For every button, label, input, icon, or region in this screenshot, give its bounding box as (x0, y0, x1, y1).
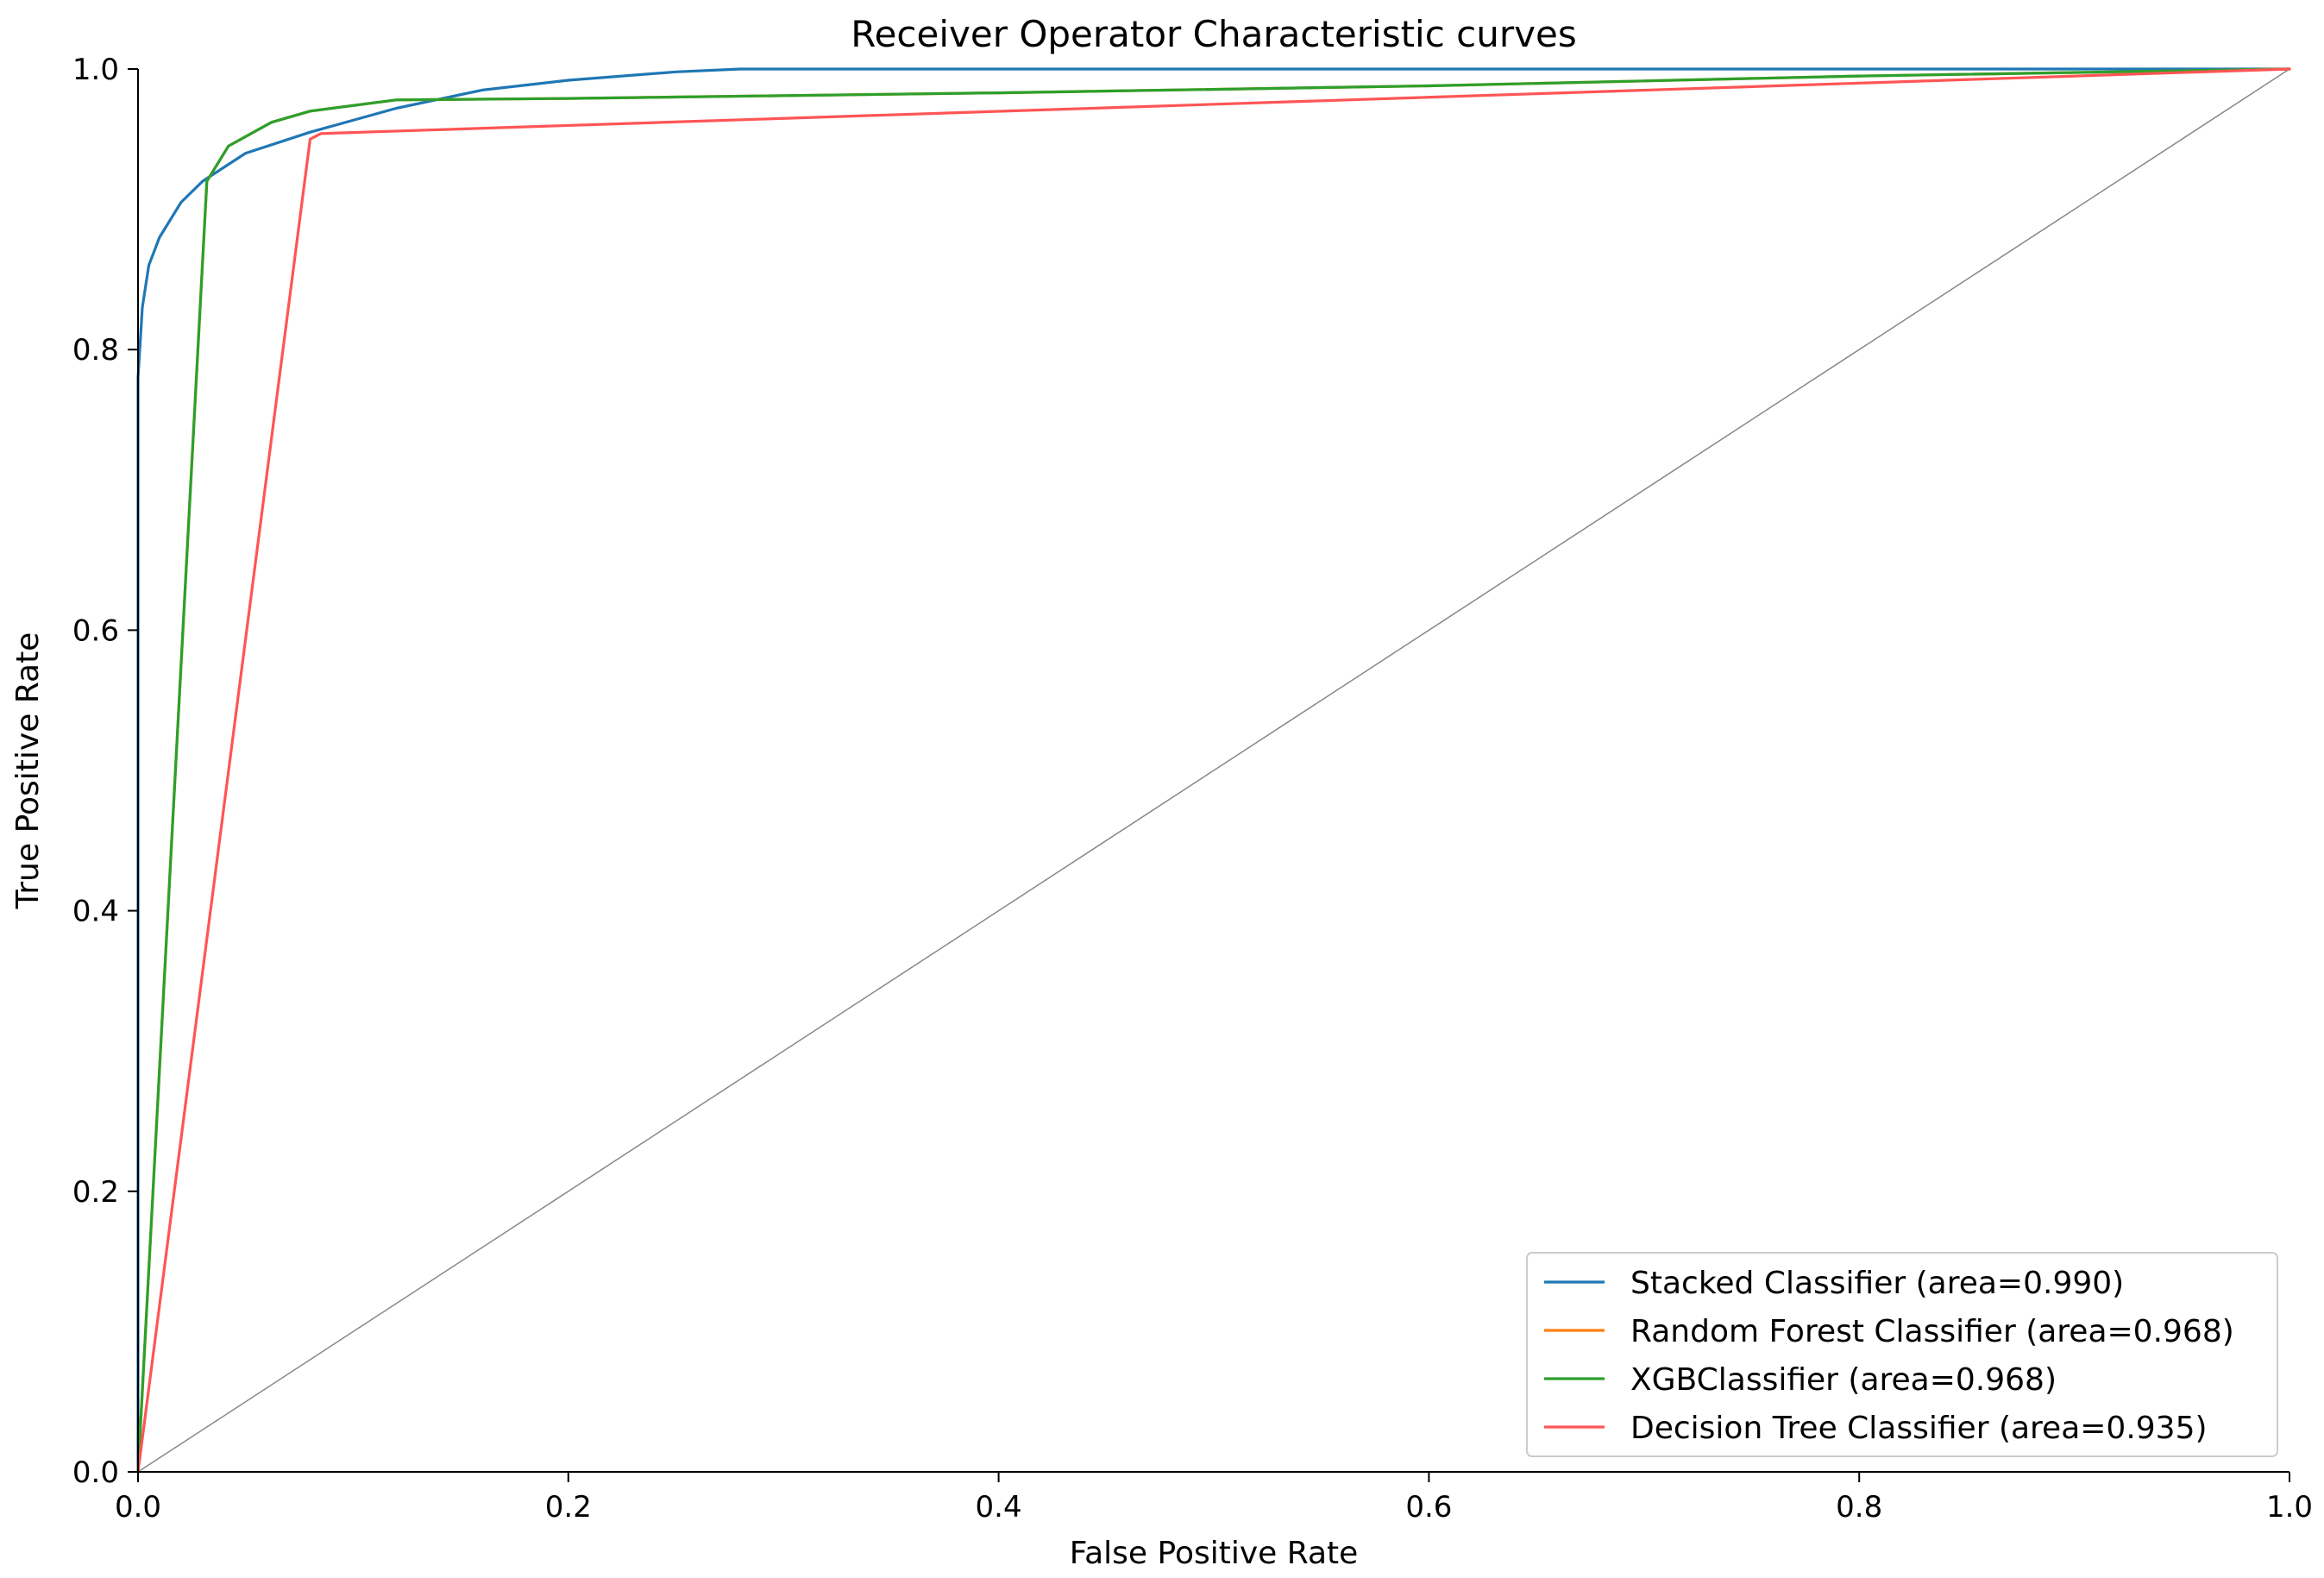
legend-label-1: Random Forest Classifier (area=0.968) (1630, 1314, 2234, 1349)
series-line-0 (136, 67, 2291, 1474)
x-axis-label: False Positive Rate (1070, 1536, 1359, 1571)
reference-layer (137, 68, 2290, 1473)
legend-label-2: XGBClassifier (area=0.968) (1630, 1362, 2057, 1398)
reference-diagonal-line (137, 68, 2290, 1473)
chart-title: Receiver Operator Characteristic curves (851, 13, 1576, 55)
y-tick-label: 0.2 (72, 1175, 119, 1210)
y-tick-label: 0.6 (72, 613, 119, 648)
y-axis-label: True Positive Rate (10, 632, 46, 910)
y-tick-label: 0.0 (72, 1455, 119, 1490)
x-ticks: 0.0 0.2 0.4 0.6 0.8 1.0 (115, 1472, 2313, 1525)
x-tick-label: 0.6 (1405, 1490, 1452, 1525)
y-ticks: 0.0 0.2 0.4 0.6 0.8 1.0 (72, 53, 138, 1490)
series-layer (136, 67, 2291, 1474)
legend-items: Stacked Classifier (area=0.990) Random Fo… (1544, 1266, 2234, 1446)
x-tick-label: 0.2 (545, 1490, 592, 1525)
y-tick-label: 1.0 (72, 53, 119, 87)
x-tick-label: 1.0 (2266, 1490, 2313, 1525)
series-line-2 (136, 67, 2291, 1474)
x-tick-label: 0.4 (976, 1490, 1022, 1525)
legend-label-0: Stacked Classifier (area=0.990) (1630, 1266, 2124, 1301)
y-tick-label: 0.8 (72, 333, 119, 368)
x-tick-label: 0.0 (115, 1490, 161, 1525)
y-tick-label: 0.4 (72, 895, 119, 929)
legend-label-3: Decision Tree Classifier (area=0.935) (1630, 1411, 2208, 1446)
legend-frame (1526, 1252, 2278, 1457)
legend: Stacked Classifier (area=0.990) Random Fo… (1526, 1252, 2278, 1457)
x-tick-label: 0.8 (1836, 1490, 1882, 1525)
series-line-3 (136, 67, 2291, 1474)
